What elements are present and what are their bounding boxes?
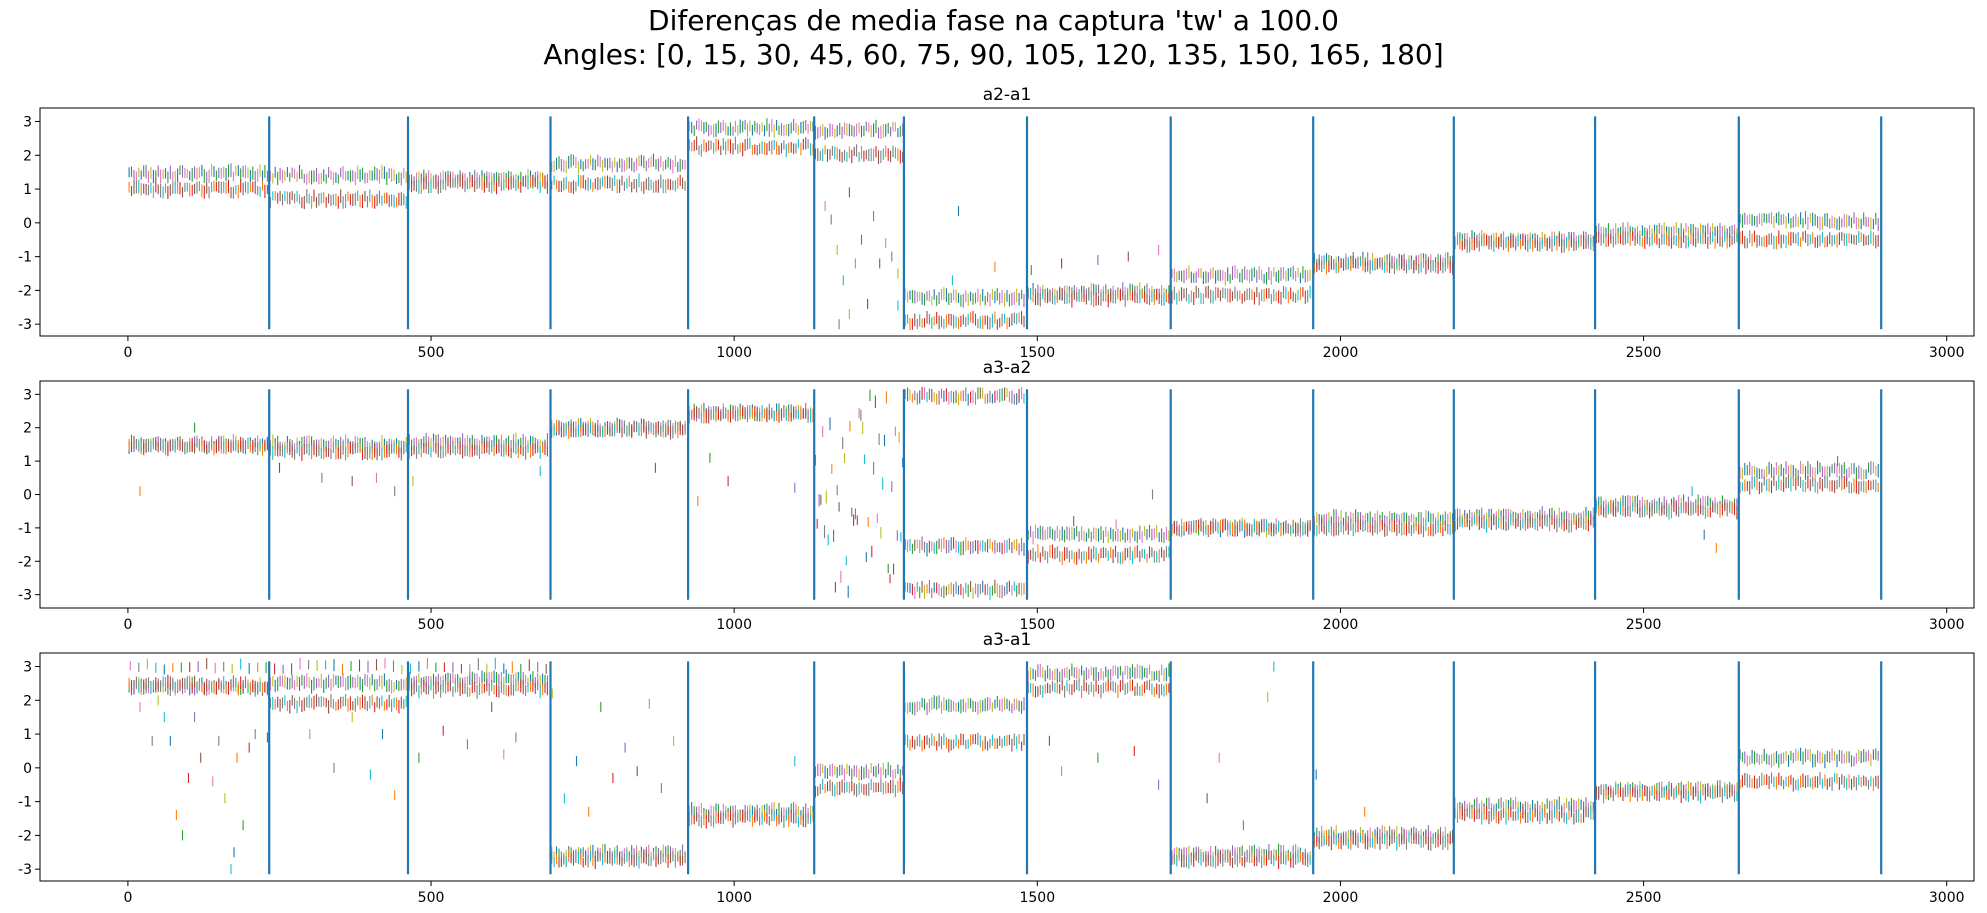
x-tick-label: 1500: [1019, 890, 1055, 906]
x-tick-label: 500: [418, 890, 445, 906]
x-tick-label: 1000: [716, 617, 752, 633]
subplot-title: a3-a1: [983, 630, 1032, 650]
y-tick-label: 2: [23, 421, 32, 437]
x-tick-label: 2000: [1323, 617, 1359, 633]
y-tick-label: 2: [23, 693, 32, 709]
x-tick-label: 3000: [1929, 617, 1965, 633]
y-tick-label: -3: [18, 862, 32, 878]
x-tick-label: 2000: [1323, 890, 1359, 906]
y-tick-label: 0: [23, 216, 32, 232]
x-tick-label: 3000: [1929, 890, 1965, 906]
x-tick-label: 2500: [1626, 345, 1662, 361]
y-tick-label: -3: [18, 317, 32, 333]
y-tick-label: 3: [23, 660, 32, 676]
y-tick-label: 1: [23, 182, 32, 198]
data-marks: [128, 657, 1879, 875]
y-tick-label: 1: [23, 454, 32, 470]
figure-title: Diferenças de media fase na captura 'tw'…: [0, 4, 1987, 72]
axes-frame: [39, 380, 1975, 609]
x-tick-label: 0: [123, 617, 132, 633]
y-tick-label: 1: [23, 727, 32, 743]
x-tick-label: 2000: [1323, 345, 1359, 361]
x-tick-label: 1500: [1019, 617, 1055, 633]
x-tick-label: 2500: [1626, 890, 1662, 906]
y-tick-label: -2: [18, 828, 32, 844]
x-tick-label: 0: [123, 345, 132, 361]
subplot-a2-a1: 0 500 1000 1500 2000 2500 3000 -3 -2 -1 0 1 2 3 a2-a1: [18, 85, 1975, 361]
y-tick-label: -1: [18, 250, 32, 266]
data-marks: [128, 386, 1879, 600]
figure-title-line-1: Diferenças de media fase na captura 'tw'…: [648, 4, 1339, 37]
x-tick-label: 500: [418, 617, 445, 633]
x-tick-label: 0: [123, 890, 132, 906]
x-tick-label: 3000: [1929, 345, 1965, 361]
subplot-a3-a1: 0 500 1000 1500 2000 2500 3000 -3 -2 -1 0 1 2 3 a3-a1: [18, 630, 1975, 906]
y-tick-label: -2: [18, 283, 32, 299]
y-tick-label: -3: [18, 588, 32, 604]
x-tick-label: 1000: [716, 890, 752, 906]
y-tick-label: -2: [18, 554, 32, 570]
y-tick-label: 0: [23, 761, 32, 777]
y-tick-label: -1: [18, 795, 32, 811]
subplot-a3-a2: 0 500 1000 1500 2000 2500 3000 -3 -2 -1 0 1 2 3 a3-a2: [18, 358, 1975, 633]
x-tick-label: 1500: [1019, 345, 1055, 361]
x-tick-label: 500: [418, 345, 445, 361]
y-tick-label: 3: [23, 387, 32, 403]
y-tick-label: -1: [18, 521, 32, 537]
axes-frame: [39, 107, 1975, 337]
x-tick-label: 2500: [1626, 617, 1662, 633]
data-marks: [128, 118, 1879, 331]
y-tick-label: 3: [23, 115, 32, 131]
subplot-title: a3-a2: [983, 358, 1032, 378]
x-tick-label: 1000: [716, 345, 752, 361]
subplot-title: a2-a1: [983, 85, 1032, 105]
axes-frame: [39, 652, 1975, 882]
figure-title-line-2: Angles: [0, 15, 30, 45, 60, 75, 90, 105,…: [543, 38, 1444, 71]
y-tick-label: 2: [23, 148, 32, 164]
y-tick-label: 0: [23, 488, 32, 504]
